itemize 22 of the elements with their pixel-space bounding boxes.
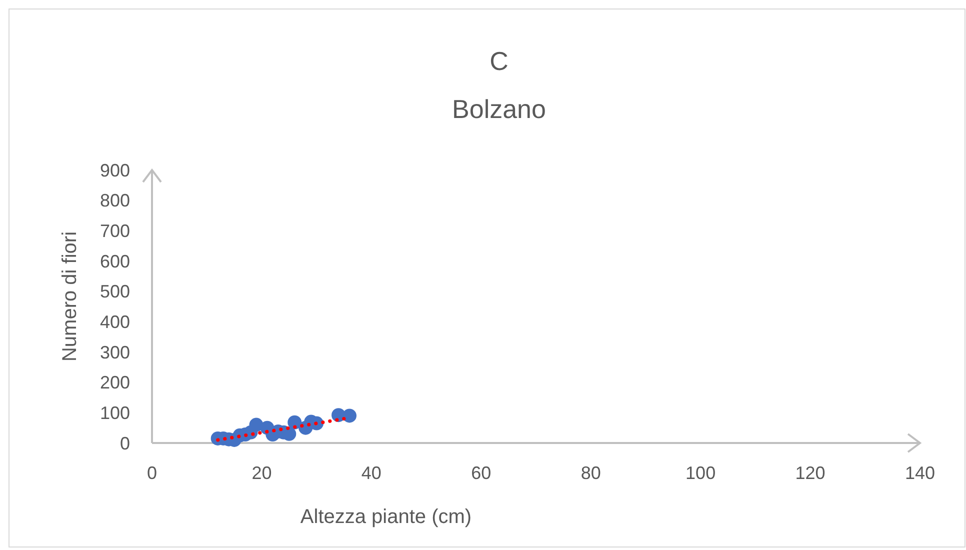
chart-subtitle: Bolzano bbox=[452, 94, 546, 124]
y-tick-label: 600 bbox=[100, 251, 130, 272]
y-tick-label: 700 bbox=[100, 220, 130, 241]
y-tick-label: 900 bbox=[100, 160, 130, 180]
y-axis-title: Numero di fiori bbox=[59, 231, 81, 362]
chart-title: C bbox=[490, 46, 508, 76]
y-tick-label: 500 bbox=[100, 282, 130, 302]
x-tick-label: 60 bbox=[471, 463, 492, 483]
x-tick-label: 100 bbox=[686, 463, 716, 483]
y-tick-label: 0 bbox=[120, 433, 130, 454]
x-tick-label: 140 bbox=[904, 463, 936, 483]
y-tick-label: 400 bbox=[100, 312, 130, 332]
x-tick-label: 0 bbox=[146, 463, 158, 483]
y-tick-label: 800 bbox=[100, 190, 130, 211]
y-tick-label: 100 bbox=[100, 402, 130, 423]
x-tick-label: 20 bbox=[252, 463, 272, 483]
x-tick-label: 120 bbox=[795, 463, 826, 483]
y-tick-label: 300 bbox=[100, 342, 130, 362]
x-tick-label: 80 bbox=[580, 463, 601, 483]
x-tick-label: 40 bbox=[361, 463, 382, 483]
y-tick-label: 200 bbox=[100, 372, 130, 393]
x-axis-title: Altezza piante (cm) bbox=[300, 506, 472, 528]
